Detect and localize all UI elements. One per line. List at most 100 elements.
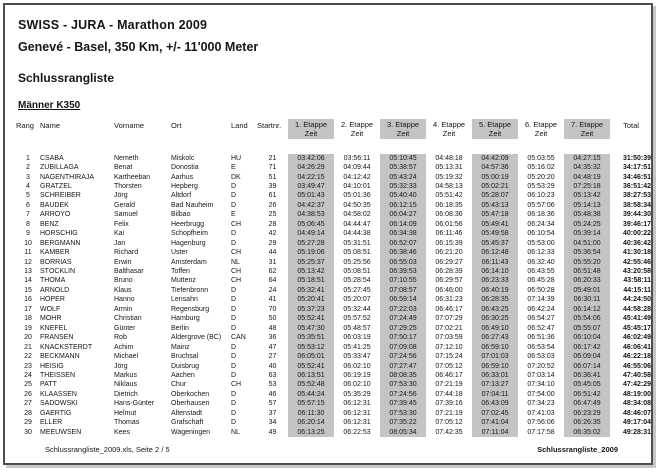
country-cell: NL	[231, 258, 240, 266]
etappe-2-time-cell: 05:57:52	[343, 315, 371, 323]
etappe-4-time-cell: 06:21:20	[435, 249, 463, 257]
etappe-2-time-cell: 03:56:11	[343, 154, 371, 162]
total-time-cell: 46:02:49	[622, 334, 651, 342]
etappe-2-time-cell: 05:25:56	[343, 258, 371, 266]
etappe-3-time-cell: 06:38:46	[389, 249, 417, 257]
etappe-5-time-cell: 07:11:04	[481, 428, 509, 436]
name-cell: BORRIAS	[40, 258, 72, 266]
etappe-3-time-cell: 07:24:56	[389, 390, 417, 398]
startnumber-cell: 34	[268, 419, 277, 427]
name-cell: STÖCKLIN	[40, 268, 76, 276]
total-time-cell: 39:44:30	[622, 211, 651, 219]
etappe-1-time-cell: 05:52:41	[297, 315, 325, 323]
etappe-1-time-cell: 05:44:24	[297, 390, 325, 398]
firstname-cell: Jörg	[114, 362, 128, 370]
etappe-1-time-cell: 05:53:12	[297, 343, 325, 351]
startnumber-cell: 29	[268, 239, 277, 247]
total-time-cell: 39:46:17	[622, 220, 651, 228]
etappe-5-time-cell: 05:28:07	[481, 192, 509, 200]
city-cell: Berlin	[171, 324, 189, 332]
etappe-1-time-cell: 05:32:41	[297, 286, 325, 294]
country-cell: CH	[231, 268, 242, 276]
etappe-2-time-cell: 04:10:01	[343, 182, 371, 190]
country-cell: CH	[231, 249, 242, 257]
city-cell: Bilbao	[171, 211, 191, 219]
city-cell: Chur	[171, 381, 187, 389]
table-row: 6 BAUDEK Gerald Bad Nauheim D 26 04:42:37 04:50…	[16, 201, 652, 210]
etappe-4-time-cell: 06:01:56	[435, 220, 463, 228]
startnumber-cell: 51	[268, 173, 277, 181]
startnumber-cell: 48	[268, 324, 277, 332]
city-cell: Heerbrugg	[171, 220, 205, 228]
country-cell: D	[231, 239, 237, 247]
etappe-7-time-cell: 06:47:49	[573, 400, 601, 408]
rank-cell: 22	[24, 353, 32, 361]
etappe-1-time-cell: 04:42:37	[297, 201, 325, 209]
total-time-cell: 48:19:00	[622, 390, 651, 398]
etappe-3-time-cell: 06:14:09	[389, 220, 417, 228]
total-time-cell: 49:28:31	[622, 428, 651, 436]
etappe-3-time-cell: 07:09:08	[389, 343, 417, 351]
table-row: 19 KNEFEL Günter Berlin D 48 05:47:30 05:48:57 0…	[16, 324, 652, 333]
etappe-3-time-cell: 07:50:17	[389, 334, 417, 342]
etappe-3-time-cell: 07:24:49	[389, 315, 417, 323]
rank-cell: 27	[24, 400, 32, 408]
city-cell: Bruchsal	[171, 353, 199, 361]
etappe-6-time-cell: 06:53:54	[527, 343, 555, 351]
name-cell: KAMBER	[40, 249, 70, 257]
firstname-cell: Rob	[114, 334, 127, 342]
etappe-2-time-cell: 06:22:53	[343, 428, 371, 436]
etappe-7-time-cell: 05:39:14	[573, 230, 601, 238]
etappe-2-time-cell: 05:28:54	[343, 277, 371, 285]
city-cell: Aarhus	[171, 173, 194, 181]
etappe-6-time-cell: 07:03:14	[527, 372, 555, 380]
etappe-1-time-cell: 05:06:45	[297, 220, 325, 228]
etappe-7-time-cell: 05:14:13	[573, 201, 601, 209]
total-time-cell: 47:42:29	[622, 381, 651, 389]
city-cell: Tiefenbronn	[171, 286, 209, 294]
name-cell: MOHR	[40, 315, 62, 323]
country-cell: D	[231, 400, 237, 408]
etappe-5-time-cell: 06:27:43	[481, 334, 509, 342]
table-row: 20 FRANSEN Rob Aldergrove (BC) CAN 36 05:35:51…	[16, 333, 652, 342]
startnumber-cell: 64	[268, 277, 277, 285]
startnumber-cell: 57	[268, 400, 277, 408]
etappe-3-time-cell: 07:53:30	[389, 409, 417, 417]
startnumber-cell: 62	[268, 268, 277, 276]
startnumber-cell: 24	[268, 286, 277, 294]
country-cell: D	[231, 286, 237, 294]
etappe-4-time-cell: 06:08:36	[435, 211, 463, 219]
etappe-2-time-cell: 05:31:51	[343, 239, 371, 247]
etappe-5-time-cell: 05:00:19	[481, 173, 509, 181]
etappe-6-time-cell: 06:10:54	[527, 230, 555, 238]
city-cell: Grafschaft	[171, 419, 204, 427]
etappe-4-time-cell: 07:07:29	[435, 315, 463, 323]
total-time-cell: 46:06:41	[622, 343, 651, 351]
etappe-4-time-cell: 05:51:42	[435, 192, 463, 200]
column-header-total: Total	[623, 121, 639, 130]
table-row: 26 KLAASSEN Dietrich Oberkochen D 46 05:44:24 0…	[16, 390, 652, 399]
startnumber-cell: 42	[268, 230, 277, 238]
etappe-1-time-cell: 03:42:06	[297, 154, 325, 162]
etappe-2-time-cell: 05:08:51	[343, 268, 371, 276]
etappe-7-time-cell: 05:55:07	[573, 324, 601, 332]
etappe-2-time-cell: 05:20:07	[343, 296, 371, 304]
name-cell: ZUBILLAGA	[40, 164, 79, 172]
etappe-4-time-cell: 06:15:39	[435, 239, 463, 247]
city-cell: Hagenburg	[171, 239, 206, 247]
etappe-1-time-cell: 05:27:28	[297, 239, 325, 247]
rank-cell: 13	[24, 268, 32, 276]
document-header: SWISS - JURA - Marathon 2009 Genevé - Ba…	[5, 5, 651, 111]
firstname-cell: Achim	[114, 343, 134, 351]
firstname-cell: Felix	[114, 220, 129, 228]
etappe-6-time-cell: 07:34:10	[527, 381, 555, 389]
firstname-cell: Hanno	[114, 296, 135, 304]
rank-cell: 2	[26, 164, 30, 172]
city-cell: Miskolc	[171, 154, 195, 162]
etappe-6-time-cell: 07:17:58	[527, 428, 555, 436]
total-time-cell: 46:55:06	[622, 362, 651, 370]
table-row: 27 SADOWSKI Hans-Günter Oberhausen D 57 05:57:…	[16, 399, 652, 408]
table-row: 11 KAMBER Richard Uster CH 44 05:19:06 05:08:51…	[16, 248, 652, 257]
column-header-etappe-1: 1. Etappe Zeit	[294, 120, 328, 138]
etappe-1-time-cell: 05:01:43	[297, 192, 325, 200]
